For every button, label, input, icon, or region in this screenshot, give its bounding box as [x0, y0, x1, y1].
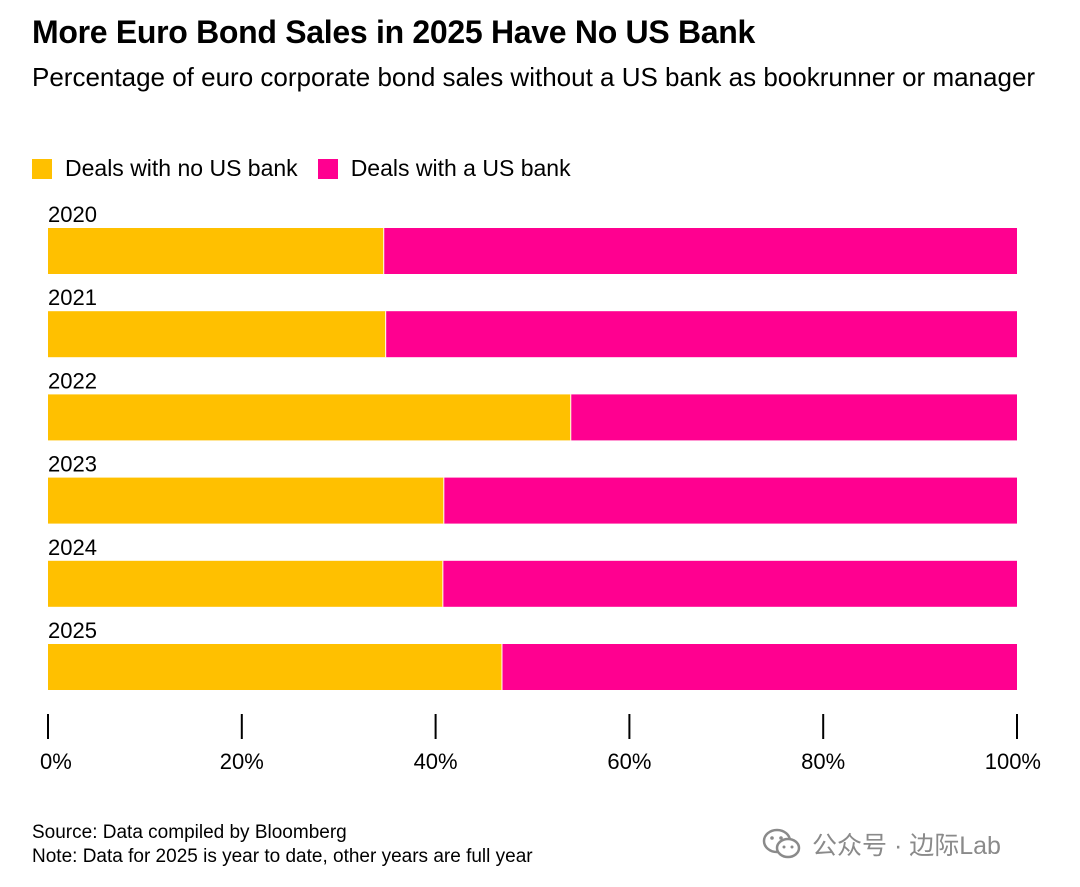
bar-segment-us-bank: [386, 311, 1017, 358]
category-label: 2023: [48, 452, 97, 477]
legend-swatch-us-bank: [317, 158, 338, 179]
bar-segment-no-us-bank: [48, 394, 572, 441]
legend: Deals with no US bank Deals with a US ba…: [32, 155, 591, 182]
chart-title: More Euro Bond Sales in 2025 Have No US …: [32, 14, 756, 50]
legend-swatch-no-us-bank: [32, 158, 52, 179]
bar-segment-no-us-bank: [48, 560, 444, 607]
bar-segment-us-bank: [444, 477, 1017, 524]
source-note: Source: Data compiled by Bloomberg: [32, 822, 347, 843]
bar-segment-no-us-bank: [48, 644, 503, 690]
x-tick-label: 40%: [414, 749, 458, 774]
bar-segment-no-us-bank: [48, 228, 385, 274]
legend-item-us-bank: Deals with a US bank: [317, 155, 571, 182]
watermark-text: 公众号 · 边际Lab: [812, 832, 1001, 860]
data-note: Note: Data for 2025 is year to date, oth…: [32, 846, 533, 867]
x-tick-label: 80%: [801, 749, 845, 774]
bar-segment-us-bank: [571, 394, 1017, 441]
bar-segment-no-us-bank: [48, 311, 387, 358]
watermark: 公众号 · 边际Lab: [762, 826, 1001, 862]
chart-subtitle: Percentage of euro corporate bond sales …: [32, 62, 1036, 92]
bar-chart: 2020 2021 2022 2023 2024 2025 0% 20% 40% 60% 80% 10…: [40, 202, 1041, 774]
bar-segment-no-us-bank: [48, 477, 445, 524]
bar-segment-us-bank: [502, 644, 1017, 690]
x-tick-label: 60%: [607, 749, 651, 774]
x-tick-label: 20%: [220, 749, 264, 774]
category-label: 2020: [48, 202, 97, 227]
x-tick-label: 0%: [40, 749, 72, 774]
footer: Source: Data compiled by Bloomberg Note:…: [32, 821, 533, 869]
bar-segment-us-bank: [443, 560, 1017, 607]
category-label: 2022: [48, 368, 97, 393]
legend-label-no-us-bank: Deals with no US bank: [65, 155, 298, 181]
legend-item-no-us-bank: Deals with no US bank: [32, 155, 298, 182]
legend-label-us-bank: Deals with a US bank: [350, 155, 571, 181]
category-label: 2025: [48, 618, 97, 643]
x-tick-label: 100%: [985, 749, 1041, 774]
bar-segment-us-bank: [384, 228, 1017, 274]
category-label: 2021: [48, 285, 97, 310]
wechat-icon: [762, 828, 801, 859]
category-label: 2024: [48, 535, 97, 560]
